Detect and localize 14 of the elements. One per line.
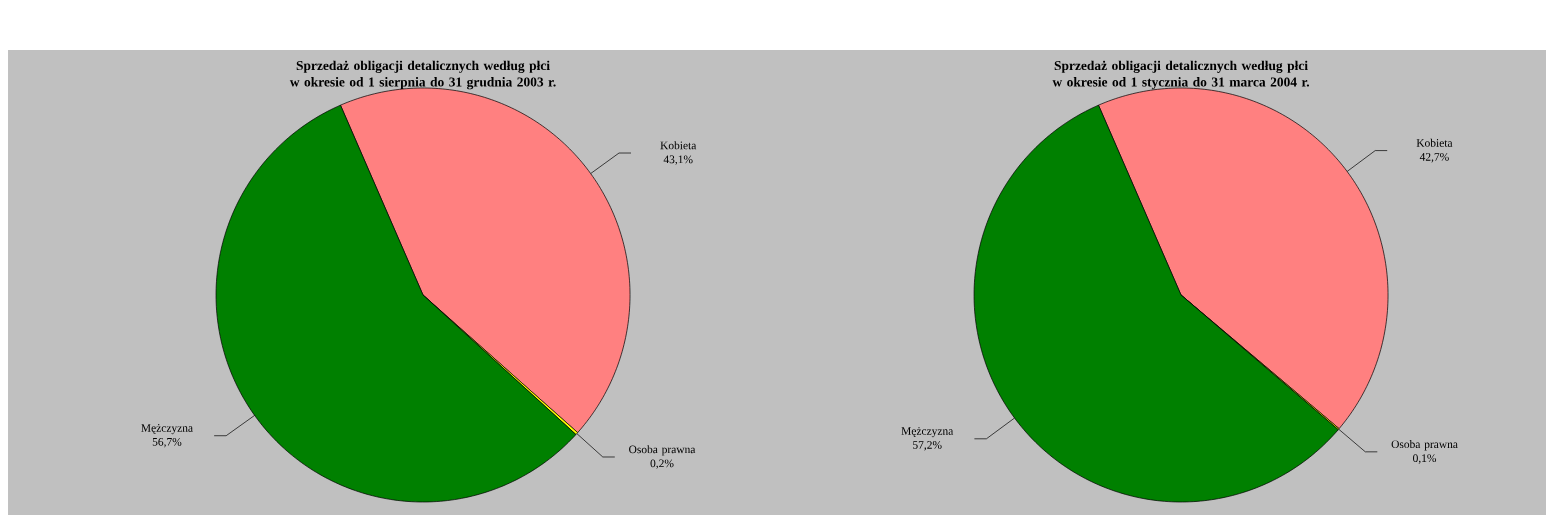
slice-label: Mężczyzna bbox=[901, 427, 954, 438]
chart-title: Sprzedaż obligacji detalicznych według płci w okresie od 1 sierpnia do 31 grudnia 2003 r. bbox=[289, 60, 556, 90]
chart-title: Sprzedaż obligacji detalicznych według płci w okresie od 1 stycznia do 31 marca 2004 r. bbox=[1052, 60, 1310, 90]
legend-label: Osoba prawna bbox=[629, 445, 696, 456]
slice-label: Kobieta bbox=[660, 141, 697, 150]
data-label: 57,2% bbox=[913, 441, 942, 451]
legend-label: Osoba prawna bbox=[1391, 440, 1458, 451]
data-label: 0,2% bbox=[650, 459, 674, 469]
data-label: 43,1% bbox=[663, 155, 693, 165]
slice-label: Kobieta bbox=[1416, 138, 1453, 147]
data-label: 56,7% bbox=[152, 438, 182, 448]
slice-label: Mężczyzna bbox=[141, 424, 193, 435]
data-label: 42,7% bbox=[1419, 153, 1449, 163]
data-label: 0,1% bbox=[1413, 454, 1437, 464]
